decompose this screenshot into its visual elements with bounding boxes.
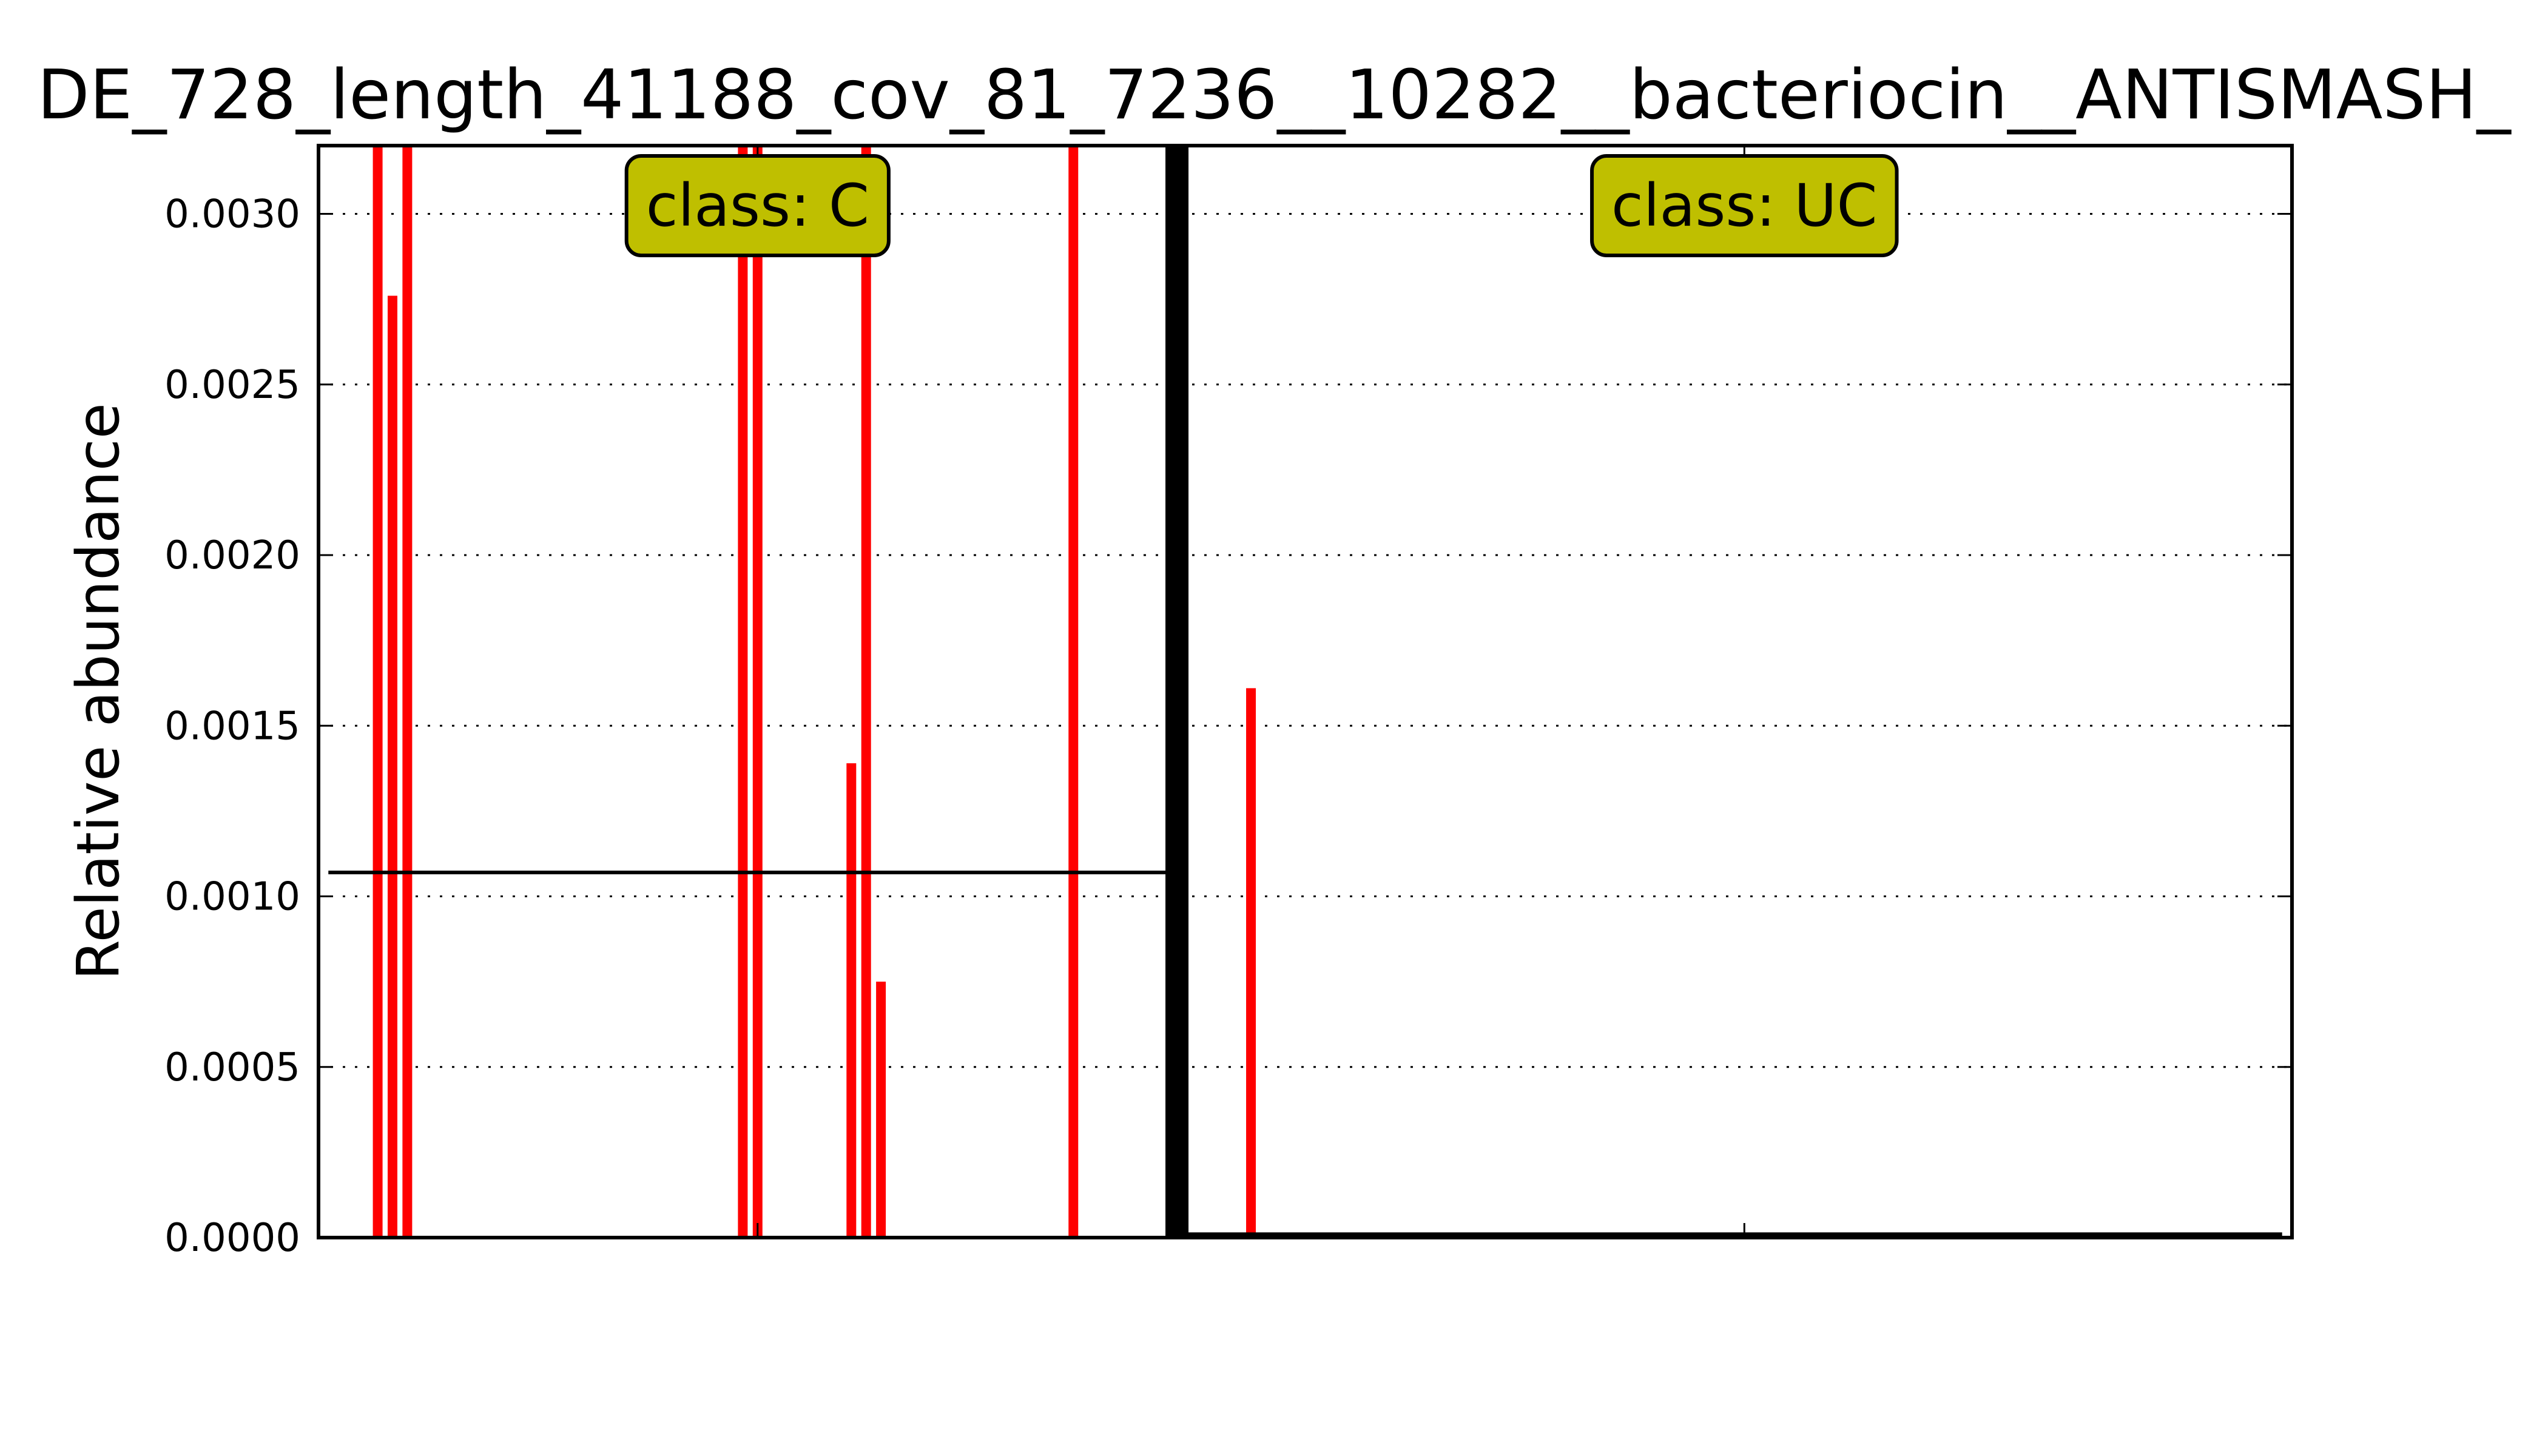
bars-layer <box>372 146 1256 1238</box>
ticks-layer: 0.0000 0.0005 0.0010 0.0015 0.0020 0.0025 0.00… <box>164 146 2292 1261</box>
bar <box>861 146 871 1238</box>
class-label-text: class: C <box>646 172 869 240</box>
y-tick-label: 0.0000 <box>164 1216 300 1261</box>
y-tick-label: 0.0010 <box>164 875 300 920</box>
y-tick-label: 0.0025 <box>164 363 300 408</box>
y-tick-label: 0.0015 <box>164 704 300 749</box>
bar <box>876 982 886 1238</box>
y-axis-label: Relative abundance <box>64 403 132 980</box>
chart-title: DE_728_length_41188_cov_81_7236__10282__… <box>37 56 2512 135</box>
grid-layer <box>318 213 2292 1239</box>
class-label-box <box>624 154 891 257</box>
bar <box>1068 146 1079 1238</box>
class-label-box <box>1590 154 1899 257</box>
class-labels-layer: class: C class: UC <box>624 154 1899 257</box>
bar <box>402 146 413 1238</box>
means-layer <box>328 871 2282 1236</box>
y-tick-label: 0.0030 <box>164 192 300 237</box>
group-divider <box>1165 146 1189 1238</box>
y-tick-label: 0.0005 <box>164 1045 300 1090</box>
bar <box>387 295 397 1238</box>
bar <box>372 146 383 1238</box>
bar <box>1246 688 1256 1238</box>
bar <box>846 763 857 1238</box>
plot-frame <box>317 144 2294 1239</box>
bar <box>738 146 748 1238</box>
bar <box>752 146 763 1238</box>
class-label-text: class: UC <box>1611 172 1877 240</box>
y-tick-label: 0.0020 <box>164 533 300 578</box>
